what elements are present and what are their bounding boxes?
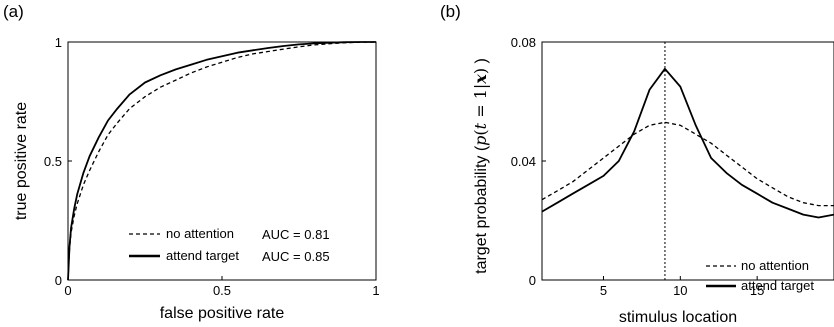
panel-a-x-ticks: 0 0.5 1 [64, 276, 380, 298]
panel-a-series-attend-target [67, 41, 376, 281]
ylabel-prefix: target probability ( [473, 145, 490, 274]
ylabel-math-eq: = 1| [471, 84, 490, 123]
panel-b-plot-frame [541, 41, 834, 281]
panel-b-legend: no attention attend target [706, 258, 814, 293]
panel-b-series-attend-target [541, 67, 834, 219]
ylabel-math-close: ) [471, 68, 490, 74]
annotation-auc-attend-target: AUC = 0.85 [262, 249, 330, 264]
legend-label-no-attention: no attention [166, 226, 234, 241]
panel-b-y-tick-label: 0.08 [511, 35, 536, 50]
panel-a-x-tick-label: 0 [64, 283, 71, 298]
panel-b-x-tick-label: 15 [750, 283, 764, 298]
ylabel-math-x: x [471, 74, 490, 85]
panel-a-plot-frame [67, 41, 377, 281]
panel-b-series-no-attention [541, 121, 834, 207]
panel-a-y-tick-label: 0 [55, 273, 62, 288]
panel-a-y-tick-label: 0.5 [44, 154, 62, 169]
legend-label-attend-target: attend target [741, 278, 814, 293]
annotation-auc-no-attention: AUC = 0.81 [262, 227, 330, 242]
panel-a-x-axis-label: false positive rate [160, 305, 285, 322]
panel-a-y-axis-label: true positive rate [13, 102, 30, 220]
panel-a-series-no-attention [67, 41, 377, 281]
panel-b-series [541, 67, 834, 219]
panel-b-x-axis-label: stimulus location [619, 309, 737, 326]
panel-a-series [67, 41, 377, 281]
ylabel-math-p: p [471, 136, 490, 146]
panel-b-label: (b) [440, 2, 461, 21]
legend-label-attend-target: attend target [166, 248, 239, 263]
ylabel-math-t: t [471, 122, 490, 129]
legend-label-no-attention: no attention [741, 258, 809, 273]
panel-a-legend: no attention AUC = 0.81 attend target AU… [129, 226, 330, 264]
panel-b-target-probability-chart: (b) 5 10 15 00.040.08 stimulus location ta… [440, 2, 834, 326]
panel-a-roc-chart: (a) 0 0.5 1 00.51 false positive rate true… [3, 2, 380, 322]
panel-b-y-axis-label: target probability (p(t = 1|x) ) [471, 58, 490, 274]
panel-a-y-ticks: 00.51 [44, 35, 72, 288]
panel-b-x-tick-label: 5 [600, 283, 607, 298]
ylabel-suffix: ) [473, 58, 490, 68]
panel-b-y-ticks: 0 0.04 0.08 [511, 35, 546, 288]
panel-a-x-tick-label: 1 [372, 283, 379, 298]
panel-b-x-ticks: 5 10 15 [600, 276, 764, 298]
ylabel-math-open: ( [471, 129, 490, 135]
panel-b-y-tick-label: 0 [529, 273, 536, 288]
panel-a-x-tick-label: 0.5 [213, 283, 231, 298]
panel-a-y-tick-label: 1 [55, 35, 62, 50]
panel-b-x-tick-label: 10 [673, 283, 687, 298]
panel-b-y-tick-label: 0.04 [511, 154, 536, 169]
panel-a-label: (a) [3, 2, 24, 21]
